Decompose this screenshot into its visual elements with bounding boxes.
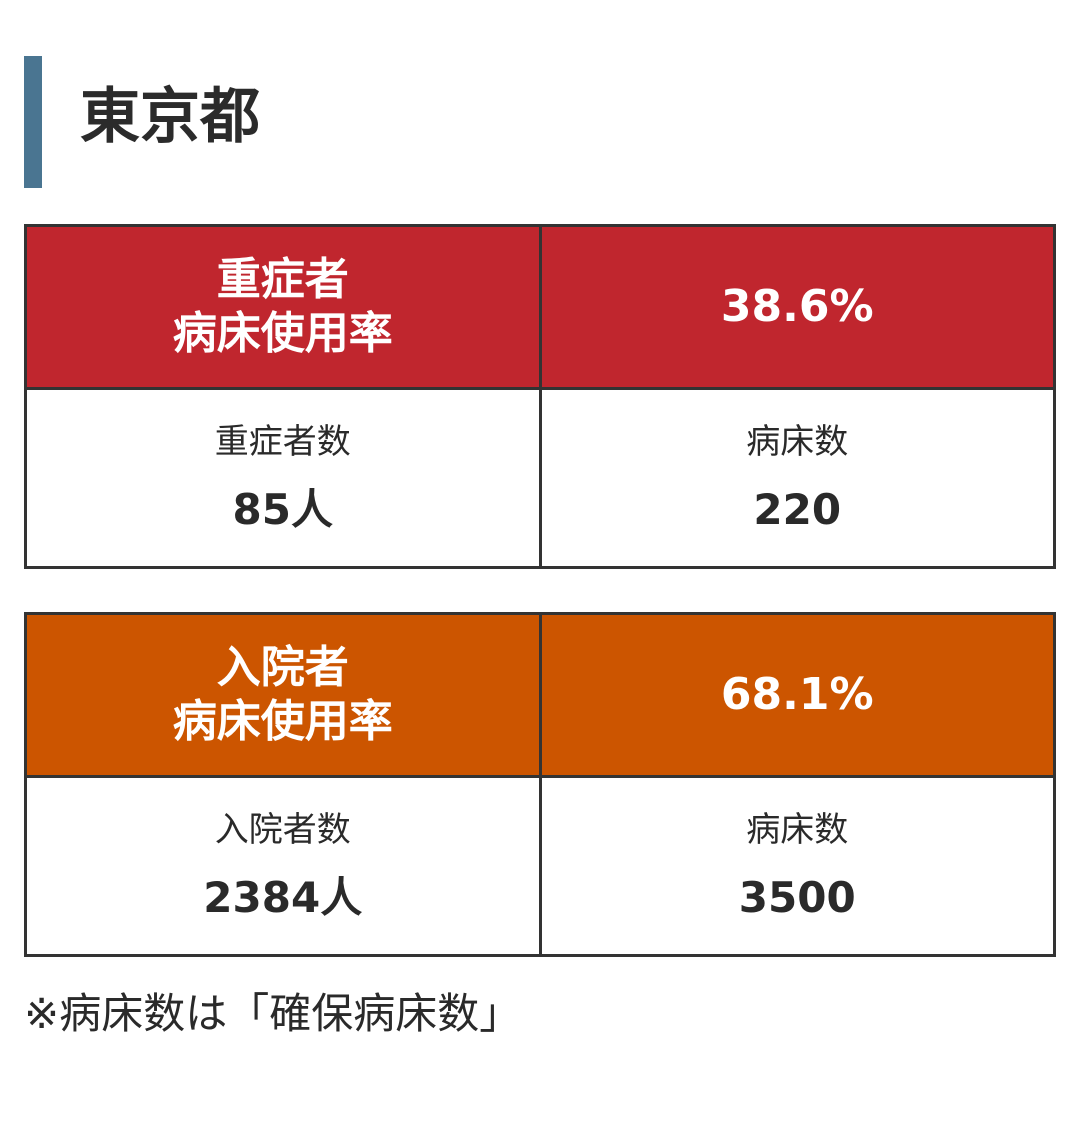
severe-detail-row: 重症者数 85人 病床数 220 [24,387,1056,569]
footnote: ※病床数は「確保病床数」 [24,989,522,1038]
hospitalized-beds-cell: 病床数 3500 [538,775,1056,957]
severe-beds-cell: 病床数 220 [538,387,1056,569]
page-title: 東京都 [80,82,260,152]
hospitalized-beds-value: 3500 [738,873,856,922]
severe-rate-value: 38.6% [720,281,874,332]
severe-rate-label-line1: 重症者 [216,254,349,305]
hospitalized-patients-label: 入院者数 [214,810,351,850]
hospitalized-rate-value: 68.1% [720,669,874,720]
hospitalized-detail-row: 入院者数 2384人 病床数 3500 [24,775,1056,957]
hospitalized-rate-label-line1: 入院者 [216,642,349,693]
hospitalized-occupancy-table: 入院者 病床使用率 68.1% 入院者数 2384人 病床数 3500 [24,612,1056,957]
hospitalized-rate-value-cell: 68.1% [538,612,1056,778]
hospitalized-beds-label: 病床数 [746,810,849,850]
severe-rate-label: 重症者 病床使用率 [27,253,539,361]
hospitalized-patients-cell: 入院者数 2384人 [24,775,542,957]
severe-rate-value-cell: 38.6% [538,224,1056,390]
severe-beds-label: 病床数 [746,422,849,462]
severe-patients-label: 重症者数 [214,422,351,462]
hospitalized-rate-label-cell: 入院者 病床使用率 [24,612,542,778]
severe-beds-value: 220 [753,485,842,534]
severe-occupancy-table: 重症者 病床使用率 38.6% 重症者数 85人 病床数 220 [24,224,1056,569]
heading-accent-bar [24,56,42,188]
severe-patients-cell: 重症者数 85人 [24,387,542,569]
severe-rate-label-line2: 病床使用率 [172,308,393,359]
severe-rate-label-cell: 重症者 病床使用率 [24,224,542,390]
severe-patients-value: 85人 [232,485,333,534]
severe-header-row: 重症者 病床使用率 38.6% [24,224,1056,390]
section-heading: 東京都 [24,56,624,188]
hospitalized-patients-value: 2384人 [203,873,363,922]
hospitalized-rate-label: 入院者 病床使用率 [27,641,539,749]
hospitalized-header-row: 入院者 病床使用率 68.1% [24,612,1056,778]
hospitalized-rate-label-line2: 病床使用率 [172,696,393,747]
